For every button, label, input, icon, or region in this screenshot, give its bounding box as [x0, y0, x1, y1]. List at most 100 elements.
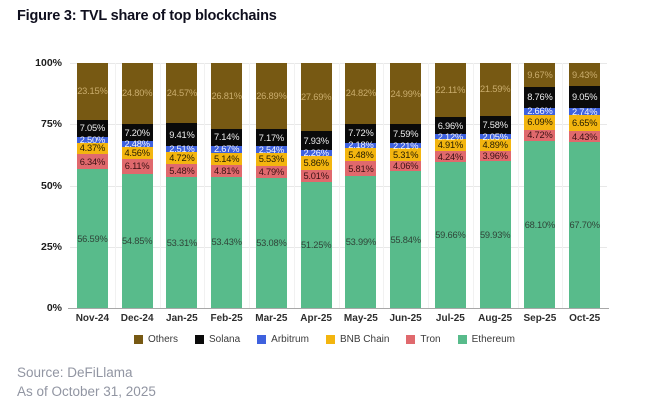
segment-bnb-chain: 4.91%	[434, 139, 466, 152]
data-label: 2.21%	[392, 140, 419, 151]
data-label: 4.89%	[482, 140, 508, 151]
data-label: 7.17%	[258, 132, 285, 143]
data-label: 7.14%	[213, 132, 240, 143]
segment-tron: 4.06%	[390, 161, 422, 171]
vertical-gridline	[338, 63, 340, 308]
segment-arbitrum: 2.67%	[211, 144, 243, 154]
y-tick-label: 100%	[35, 57, 62, 69]
segment-tron: 4.72%	[524, 129, 556, 142]
segment-arbitrum: 2.74%	[569, 106, 601, 117]
data-label: 7.59%	[392, 128, 419, 139]
legend-swatch-icon	[325, 335, 335, 344]
x-tick-label: Jul-25	[435, 313, 465, 324]
data-label: 4.43%	[571, 131, 598, 142]
segment-bnb-chain: 5.14%	[211, 152, 243, 166]
segment-solana: 7.58%	[479, 115, 511, 135]
bar-slot: 9.43% 9.05% 2.74% 6.65% 4.43% 67.70%	[562, 63, 607, 308]
segment-solana: 7.93%	[300, 130, 332, 151]
x-tick-label: Nov-24	[75, 313, 110, 324]
data-label: 2.18%	[348, 140, 374, 151]
y-tick-label: 75%	[40, 118, 62, 131]
vertical-gridline	[293, 63, 295, 308]
segment-others: 9.43%	[569, 63, 601, 87]
stacked-bar-Aug-25: 21.59% 7.58% 2.05% 4.89% 3.96% 59.93%	[479, 63, 511, 308]
data-label: 53.31%	[166, 237, 198, 248]
legend-swatch-icon	[195, 335, 205, 344]
legend-swatch-icon	[406, 335, 416, 344]
legend-swatch-icon	[457, 335, 467, 344]
legend-item-tron: Tron	[406, 334, 441, 345]
chart-title: Figure 3: TVL share of top blockchains	[17, 8, 277, 24]
stacked-bar-Apr-25: 27.69% 7.93% 2.26% 5.86% 5.01% 51.25%	[300, 63, 332, 308]
segment-solana: 7.72%	[345, 123, 377, 143]
legend-label: Solana	[209, 334, 241, 345]
segment-arbitrum: 2.26%	[300, 148, 332, 158]
bar-slot: 9.67% 8.76% 2.66% 6.09% 4.72% 68.10%	[518, 63, 563, 308]
segment-bnb-chain: 4.89%	[479, 139, 511, 152]
segment-tron: 6.34%	[76, 153, 108, 170]
data-label: 5.31%	[392, 149, 419, 160]
legend-swatch-icon	[257, 335, 267, 344]
x-tick-label: Jun-25	[389, 313, 422, 324]
segment-solana: 7.14%	[211, 128, 243, 147]
data-label: 2.74%	[571, 106, 598, 117]
segment-bnb-chain: 5.86%	[300, 155, 332, 171]
segment-tron: 6.11%	[121, 158, 153, 174]
stacked-bar-Dec-24: 24.80% 7.20% 2.48% 4.56% 6.11% 54.85%	[121, 63, 153, 308]
segment-others: 26.81%	[211, 63, 243, 129]
segment-ethereum: 53.31%	[166, 177, 198, 308]
data-label: 2.50%	[79, 135, 106, 146]
data-label: 7.93%	[303, 135, 329, 146]
segment-others: 9.67%	[524, 63, 556, 87]
bar-slot: 24.80% 7.20% 2.48% 4.56% 6.11% 54.85%	[115, 63, 160, 308]
segment-tron: 4.81%	[211, 165, 243, 178]
bar-slot: 24.99% 7.59% 2.21% 5.31% 4.06% 55.84%	[383, 63, 428, 308]
legend-item-arbitrum: Arbitrum	[257, 334, 309, 345]
segment-ethereum: 54.85%	[121, 173, 153, 308]
segment-tron: 5.81%	[345, 161, 377, 176]
x-tick-label: Mar-25	[255, 313, 288, 324]
segment-arbitrum: 2.48%	[121, 139, 153, 149]
vertical-gridline	[249, 63, 250, 308]
data-label: 26.89%	[256, 90, 287, 101]
legend-label: Tron	[420, 334, 441, 345]
legend-label: BNB Chain	[339, 334, 390, 345]
vertical-gridline	[114, 63, 116, 308]
data-label: 5.86%	[303, 157, 329, 168]
data-label: 6.34%	[79, 156, 106, 167]
vertical-gridline	[428, 63, 429, 308]
bar-slot: 21.59% 7.58% 2.05% 4.89% 3.96% 59.93%	[473, 63, 518, 308]
data-label: 6.96%	[437, 120, 464, 131]
segment-solana: 9.41%	[166, 123, 198, 147]
x-tick-label: Sep-25	[523, 313, 557, 324]
segment-others: 26.89%	[255, 63, 287, 129]
segment-others: 24.99%	[390, 63, 422, 125]
stacked-bar-Jul-25: 22.11% 6.96% 2.12% 4.91% 4.24% 59.66%	[434, 63, 466, 308]
segment-solana: 7.17%	[255, 128, 287, 147]
stacked-bar-Mar-25: 26.89% 7.17% 2.54% 5.53% 4.79% 53.08%	[255, 63, 287, 308]
stacked-bar-Jan-25: 24.57% 9.41% 2.51% 4.72% 5.48% 53.31%	[166, 63, 198, 308]
segment-tron: 3.96%	[479, 151, 511, 161]
segment-bnb-chain: 6.65%	[569, 114, 601, 132]
segment-bnb-chain: 4.56%	[121, 147, 153, 159]
segment-arbitrum: 2.05%	[479, 132, 511, 142]
segment-solana: 7.59%	[390, 124, 422, 143]
data-label: 4.79%	[258, 167, 285, 178]
y-tick-label: 0%	[46, 302, 62, 314]
segment-bnb-chain: 4.72%	[166, 152, 198, 164]
data-label: 9.43%	[571, 69, 598, 80]
stacked-bar-May-25: 24.82% 7.72% 2.18% 5.48% 5.81% 53.99%	[345, 63, 377, 308]
legend-item-others: Others	[134, 334, 178, 345]
plot-area: 23.15% 7.05% 2.50% 4.37% 6.34% 56.59% 24.80% 7.…	[70, 63, 607, 308]
segment-others: 24.57%	[166, 63, 198, 124]
y-tick-label: 25%	[40, 240, 62, 253]
segment-ethereum: 53.08%	[255, 177, 287, 308]
data-label: 53.99%	[345, 236, 377, 247]
legend-label: Others	[148, 334, 179, 345]
segment-arbitrum: 2.50%	[76, 135, 108, 146]
segment-others: 21.59%	[479, 63, 511, 116]
bar-slot: 26.81% 7.14% 2.67% 5.14% 4.81% 53.43%	[204, 63, 249, 308]
legend-item-bnb-chain: BNB Chain	[325, 334, 390, 345]
data-label: 24.99%	[390, 88, 421, 99]
vertical-gridline	[204, 63, 206, 308]
